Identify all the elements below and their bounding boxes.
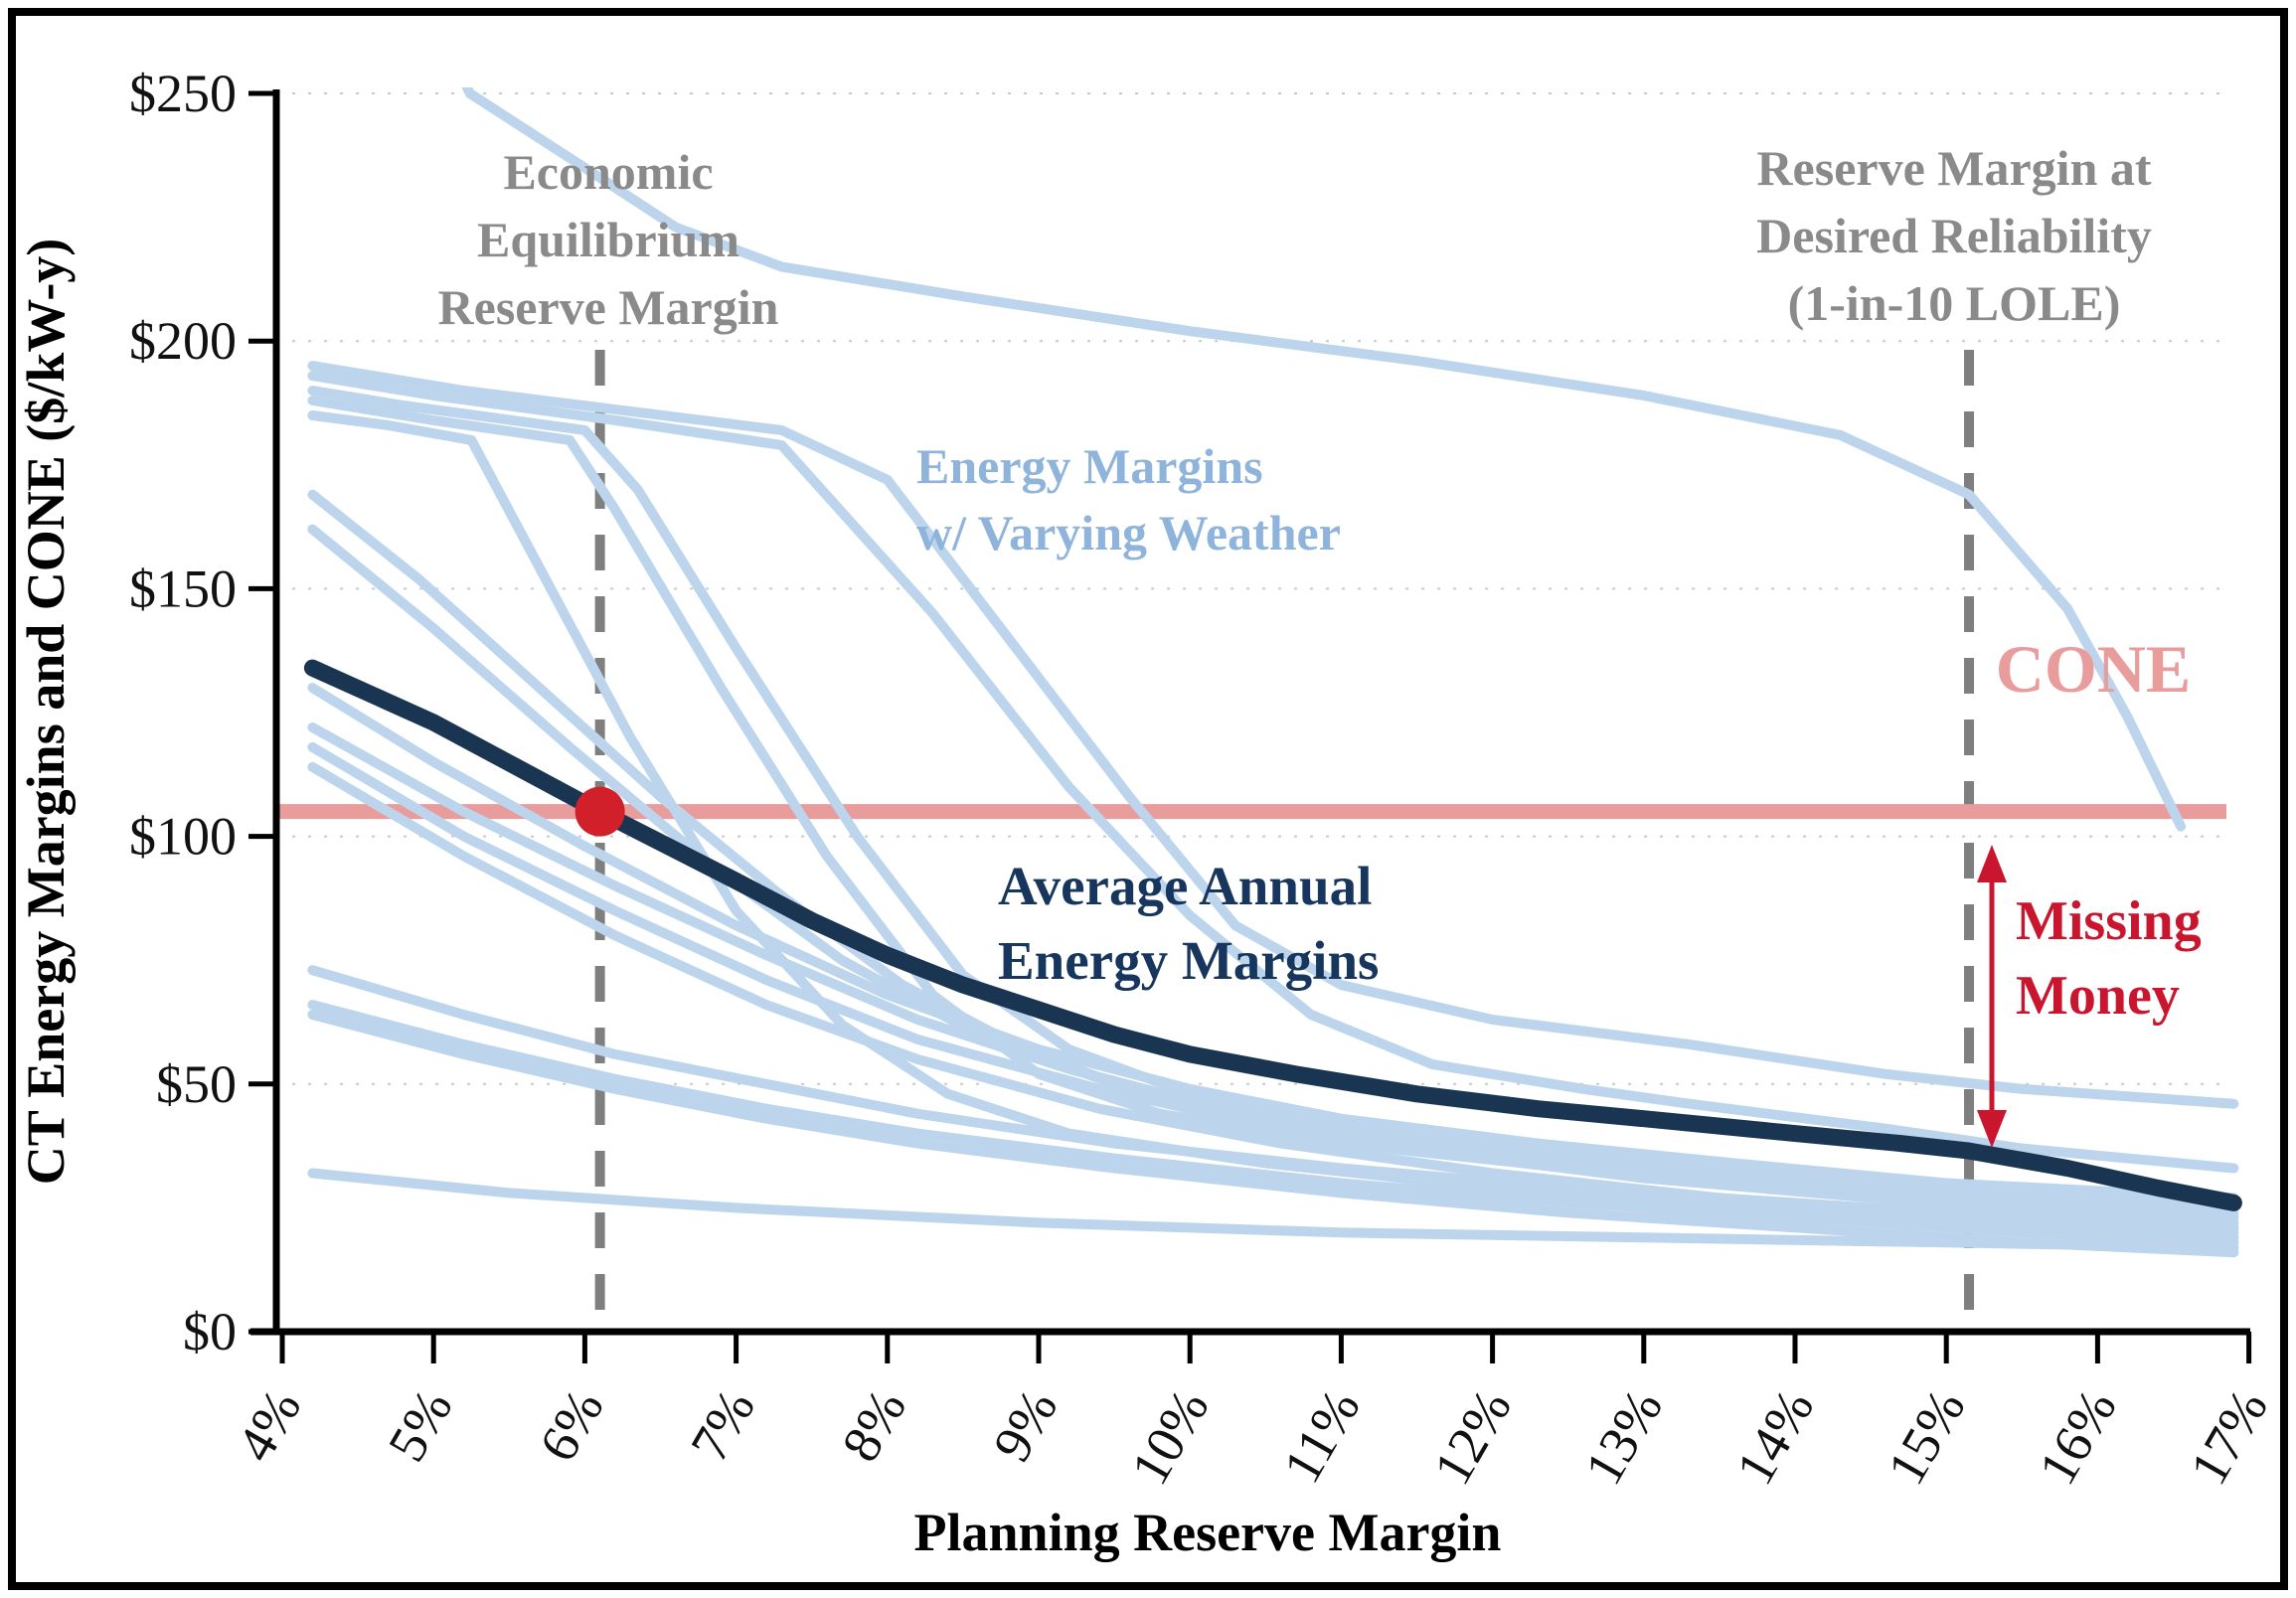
weather-line-9 xyxy=(307,683,2239,1203)
weather-lines-layer xyxy=(307,87,2239,1258)
weather-line-13 xyxy=(307,965,2239,1233)
arrowhead-down-icon xyxy=(1977,1110,2007,1148)
equilibrium-dot xyxy=(574,786,625,837)
weather-line-6 xyxy=(307,410,2239,1243)
x-tick-label-17: 17% xyxy=(2179,1379,2279,1495)
weather-line-16 xyxy=(307,1168,2239,1253)
x-tick-label-15: 15% xyxy=(1876,1379,1976,1495)
y-axis-title: CT Energy Margins and CONE ($/kW-y) xyxy=(16,239,76,1186)
economic-equilibrium-label-line3: Reserve Margin xyxy=(438,279,779,335)
x-tick-label-7: 7% xyxy=(679,1379,766,1471)
x-tick-label-4: 4% xyxy=(225,1379,312,1471)
x-tick-label-10: 10% xyxy=(1119,1379,1220,1495)
reliability-label-line1: Reserve Margin at xyxy=(1756,140,2151,196)
missing-money-arrow-layer xyxy=(1977,845,2007,1148)
reliability-label-line3: (1-in-10 LOLE) xyxy=(1788,275,2121,331)
annotations-layer: Economic Equilibrium Reserve Margin Reserve… xyxy=(438,140,2202,1027)
x-tick-label-8: 8% xyxy=(830,1379,917,1471)
weather-line-11 xyxy=(307,741,2239,1228)
y-tick-label-150: $150 xyxy=(129,559,237,618)
economic-equilibrium-label-line2: Equilibrium xyxy=(477,212,739,267)
y-tick-label-100: $100 xyxy=(129,807,237,867)
weather-line-10 xyxy=(307,722,2239,1218)
average-label-line1: Average Annual xyxy=(998,856,1372,916)
x-tick-label-5: 5% xyxy=(377,1379,464,1471)
average-label-line2: Energy Margins xyxy=(998,930,1379,991)
reference-dashed-lines xyxy=(594,350,1975,1330)
x-axis-title: Planning Reserve Margin xyxy=(914,1503,1502,1562)
weather-label-line1: Energy Margins xyxy=(916,438,1263,494)
x-tick-label-16: 16% xyxy=(2027,1379,2127,1495)
weather-line-2 xyxy=(307,361,2239,1109)
x-tick-label-14: 14% xyxy=(1724,1379,1825,1495)
missing-money-label-line1: Missing xyxy=(2016,890,2202,952)
y-tick-label-0: $0 xyxy=(183,1302,237,1361)
weather-line-15 xyxy=(307,1010,2239,1258)
y-tick-label-250: $250 xyxy=(129,64,237,123)
y-tick-label-50: $50 xyxy=(156,1054,237,1114)
arrowhead-up-icon xyxy=(1977,845,2007,882)
weather-line-14 xyxy=(307,1000,2239,1248)
figure-border xyxy=(8,8,2288,1590)
equilibrium-marker-layer xyxy=(574,786,625,837)
x-tick-label-11: 11% xyxy=(1271,1379,1371,1493)
x-tick-label-13: 13% xyxy=(1573,1379,1674,1495)
weather-line-3 xyxy=(307,371,2239,1174)
x-tick-label-12: 12% xyxy=(1422,1379,1523,1495)
missing-money-label-line2: Money xyxy=(2016,965,2180,1027)
x-tick-label-6: 6% xyxy=(528,1379,615,1471)
economic-equilibrium-label-line1: Economic xyxy=(503,144,713,200)
y-tick-label-200: $200 xyxy=(129,311,237,371)
average-line xyxy=(303,659,2242,1211)
weather-label-line2: w/ Varying Weather xyxy=(916,505,1341,560)
weather-line-1 xyxy=(461,87,2187,832)
reliability-label-line2: Desired Reliability xyxy=(1756,208,2152,263)
x-tick-label-9: 9% xyxy=(981,1379,1068,1471)
average-line-layer xyxy=(303,659,2242,1211)
cone-label-line1: CONE xyxy=(1996,631,2191,707)
